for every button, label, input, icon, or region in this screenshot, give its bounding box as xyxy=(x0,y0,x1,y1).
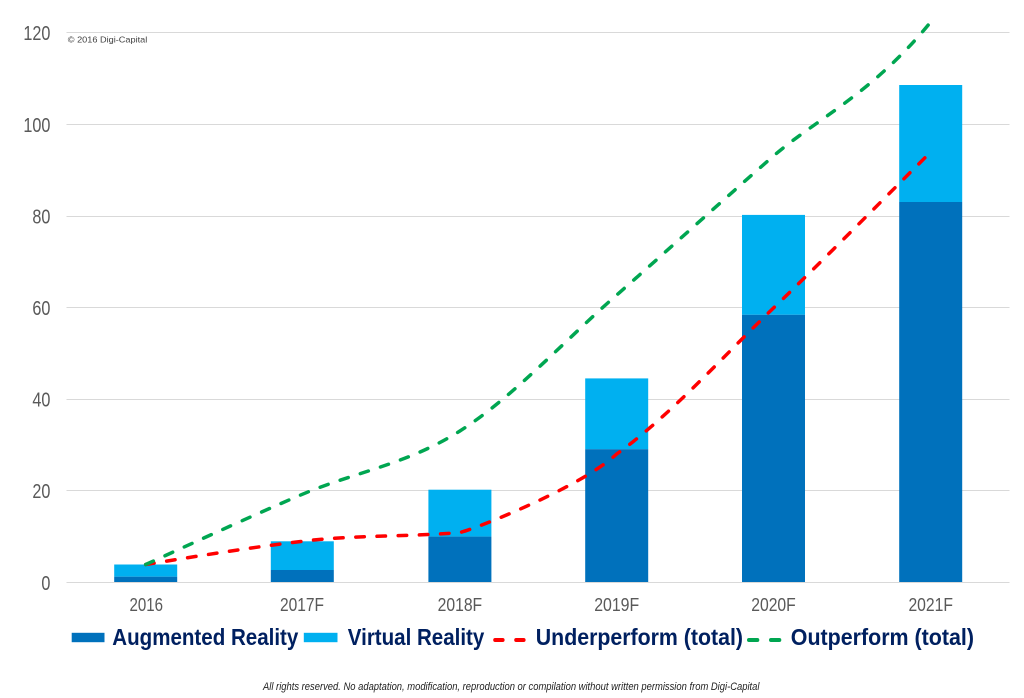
svg-text:2019F: 2019F xyxy=(594,594,639,615)
svg-text:60: 60 xyxy=(32,298,50,320)
svg-text:2021F: 2021F xyxy=(908,594,953,615)
svg-text:Underperform (total): Underperform (total) xyxy=(536,624,743,650)
svg-text:80: 80 xyxy=(32,206,50,228)
svg-text:120: 120 xyxy=(23,23,50,45)
svg-text:100: 100 xyxy=(23,115,50,137)
svg-text:2016: 2016 xyxy=(130,594,164,615)
svg-text:© 2016 Digi-Capital: © 2016 Digi-Capital xyxy=(68,35,148,44)
svg-text:2017F: 2017F xyxy=(280,594,324,615)
svg-text:2020F: 2020F xyxy=(751,594,796,615)
svg-text:20: 20 xyxy=(32,481,50,503)
svg-text:2018F: 2018F xyxy=(438,594,483,615)
svg-text:All rights reserved. No adapta: All rights reserved. No adaptation, modi… xyxy=(262,681,760,693)
svg-text:Virtual Reality: Virtual Reality xyxy=(348,624,485,650)
svg-text:Outperform (total): Outperform (total) xyxy=(791,624,974,650)
svg-text:40: 40 xyxy=(32,390,50,412)
svg-text:Augmented Reality: Augmented Reality xyxy=(112,624,298,650)
svg-text:0: 0 xyxy=(41,573,50,595)
